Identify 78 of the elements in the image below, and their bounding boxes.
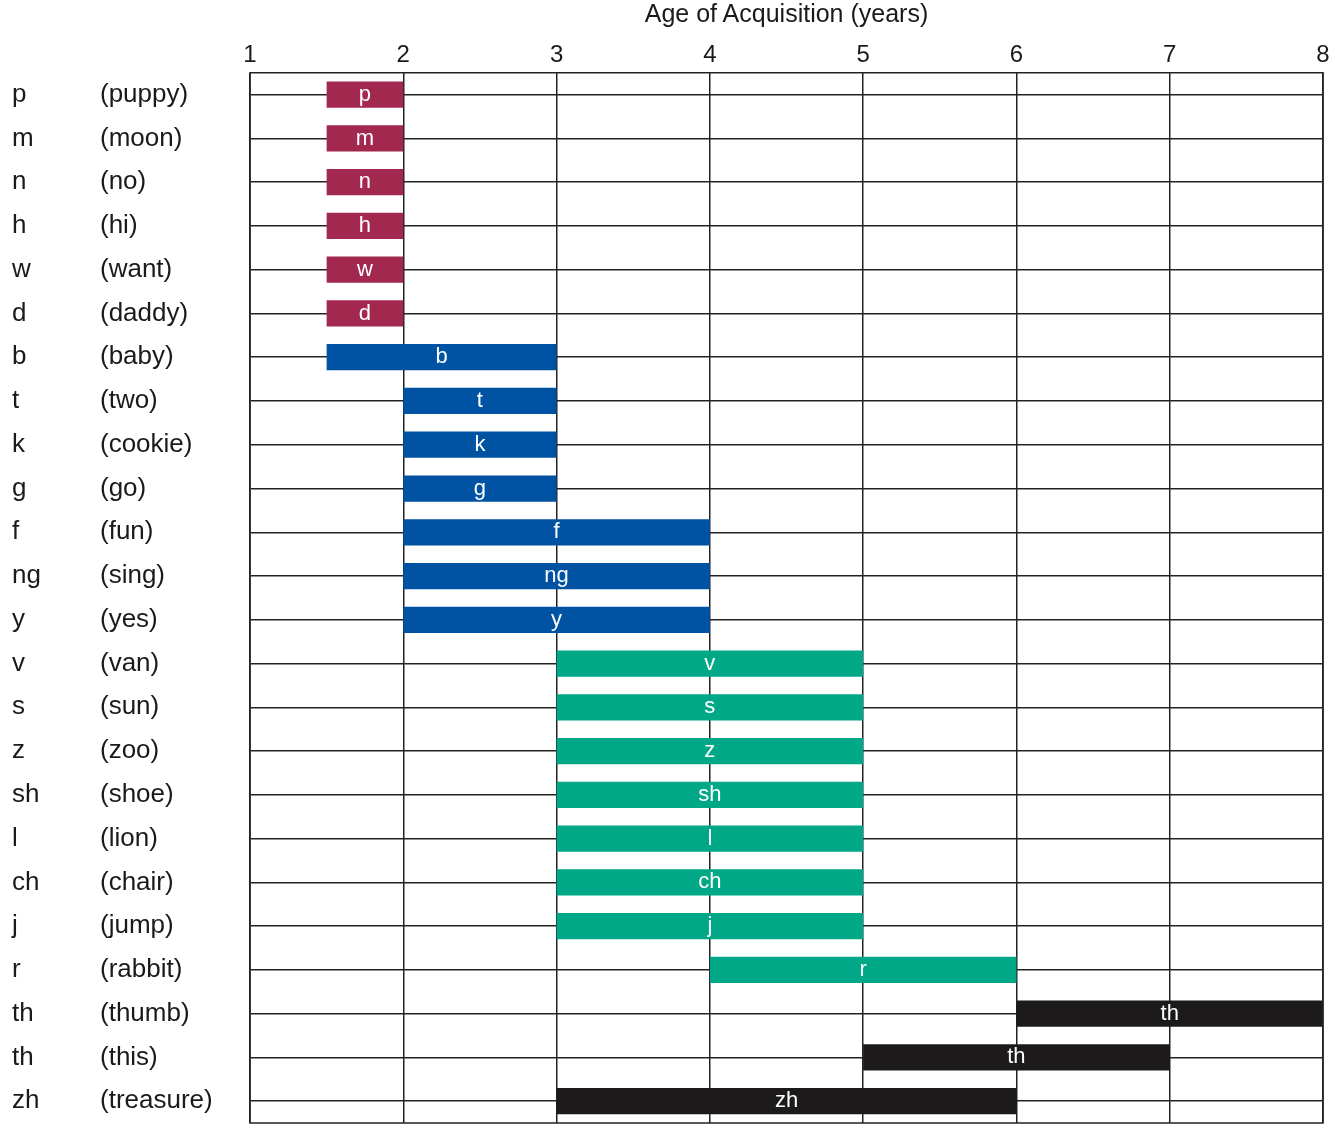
data-label: h: [358, 212, 372, 238]
data-label: th: [1160, 999, 1179, 1025]
category-label: t (two): [12, 384, 158, 415]
category-label: f (fun): [12, 515, 154, 546]
x-axis-title: Age of Acquisition (years): [644, 0, 929, 27]
data-label: p: [358, 80, 372, 106]
x-tick-label: 7: [1163, 40, 1177, 68]
category-label: w (want): [12, 252, 173, 283]
data-label: r: [859, 955, 867, 981]
x-tick-label: 5: [856, 40, 870, 68]
data-label: v: [704, 649, 716, 675]
data-label: sh: [698, 780, 722, 806]
x-tick-label: 8: [1316, 40, 1330, 68]
bar: [326, 212, 404, 240]
category-label: sh (shoe): [12, 777, 174, 808]
x-tick-label: 3: [549, 40, 564, 68]
bar: [556, 737, 864, 765]
data-label: b: [435, 343, 448, 369]
data-label: zh: [774, 1087, 799, 1113]
category-label: y (yes): [12, 602, 158, 633]
bar: [326, 344, 557, 371]
x-tick-label: 6: [1009, 40, 1024, 68]
category-label: l (lion): [12, 821, 158, 852]
category-label: d (daddy): [12, 296, 189, 327]
bar: [326, 125, 404, 152]
data-label: n: [358, 168, 372, 194]
category-label: ng (sing): [12, 559, 166, 590]
category-label: z (zoo): [12, 734, 160, 765]
bar: [556, 825, 864, 852]
data-label: w: [356, 255, 374, 281]
category-label: ch (chair): [12, 865, 174, 896]
category-label: m (moon): [12, 121, 183, 152]
x-tick-label: 2: [396, 40, 410, 68]
data-label: g: [473, 474, 487, 500]
bar: [403, 606, 710, 633]
bar: [403, 519, 710, 546]
bar: [326, 300, 404, 327]
data-label: s: [704, 693, 716, 719]
category-label: b (baby): [12, 340, 174, 371]
data-label: th: [1007, 1043, 1026, 1069]
category-label: n (no): [12, 165, 147, 196]
bar: [403, 431, 557, 458]
category-label: k (cookie): [12, 427, 193, 458]
data-label: k: [474, 430, 487, 456]
bar: [326, 256, 404, 283]
data-label: f: [553, 518, 561, 544]
data-label: y: [551, 605, 563, 631]
bar: [556, 650, 864, 677]
category-label: s (sun): [12, 690, 160, 721]
bar: [403, 387, 557, 415]
category-label: v (van): [12, 646, 160, 677]
data-label: t: [476, 387, 483, 413]
category-label: g (go): [12, 471, 147, 502]
category-label: th (thumb): [12, 996, 190, 1027]
bar: [403, 475, 557, 502]
bar: [326, 169, 404, 196]
bar: [403, 562, 710, 590]
bar: [709, 956, 1017, 983]
category-label: zh (treasure): [12, 1084, 213, 1115]
data-label: m: [355, 124, 375, 150]
bar: [556, 781, 864, 808]
bar: [556, 869, 864, 896]
data-label: l: [707, 824, 713, 850]
data-label: d: [358, 299, 372, 325]
category-label: h (hi): [12, 209, 138, 240]
category-label: r (rabbit): [12, 953, 183, 984]
data-label: z: [704, 737, 716, 763]
x-tick-label: 4: [703, 40, 717, 68]
data-label: ng: [544, 562, 569, 588]
data-label: j: [706, 912, 713, 938]
bar: [556, 912, 864, 940]
bar: [326, 81, 404, 108]
category-label: p (puppy): [12, 77, 189, 108]
category-label: j (jump): [12, 909, 174, 940]
category-label: th (this): [12, 1040, 158, 1071]
data-label: ch: [698, 868, 722, 894]
bar: [556, 694, 864, 721]
x-tick-label: 1: [243, 40, 257, 68]
